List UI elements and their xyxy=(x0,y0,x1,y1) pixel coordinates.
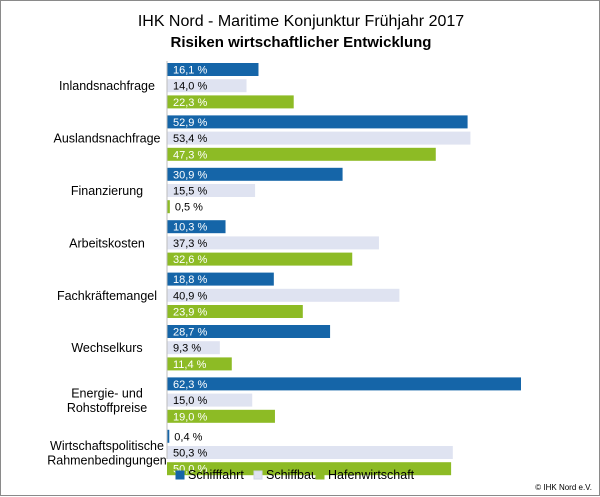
bar-schifffahrt-wechselkurs xyxy=(167,325,331,338)
category-label-inlandsnachfrage: Inlandsnachfrage xyxy=(59,79,155,93)
bar-hafenwirtschaft-energie-und-rohstoffpreise xyxy=(167,409,275,423)
category-label-wirtschaftspolitische-rahmenbedingungen: Wirtschaftspolitische Rahmenbedingungen xyxy=(47,439,167,468)
value-label-hafenwirtschaft-energie-und-rohstoffpreise: 19,0 % xyxy=(173,411,207,423)
bar-schiffbau-auslandsnachfrage xyxy=(167,131,471,145)
category-label-arbeitskosten: Arbeitskosten xyxy=(69,236,145,250)
chart-title: IHK Nord - Maritime Konjunktur Frühjahr … xyxy=(138,13,464,30)
category-label-finanzierung: Finanzierung xyxy=(71,184,143,198)
category-label-fachkr-ftemangel: Fachkräftemangel xyxy=(57,289,157,303)
legend-label-schifffahrt: Schifffahrt xyxy=(188,468,244,482)
bars-group: 16,1 % 14,0 % 22,3 % 52,9 % 53,4 % 47,3 % 30,9… xyxy=(167,63,521,476)
chart-subtitle: Risiken wirtschaftlicher Entwicklung xyxy=(171,34,432,51)
bar-hafenwirtschaft-wirtschaftspolitische-rahmenbedingungen xyxy=(167,462,452,476)
bar-schiffbau-wechselkurs xyxy=(167,341,220,355)
bar-schiffbau-arbeitskosten xyxy=(167,236,379,250)
value-label-schifffahrt-energie-und-rohstoffpreise: 62,3 % xyxy=(173,379,207,391)
bar-schifffahrt-auslandsnachfrage xyxy=(167,115,468,129)
value-label-schifffahrt-inlandsnachfrage: 16,1 % xyxy=(173,65,207,77)
bar-hafenwirtschaft-fachkr-ftemangel xyxy=(167,305,303,318)
legend-label-hafenwirtschaft: Hafenwirtschaft xyxy=(328,468,415,482)
category-label-auslandsnachfrage: Auslandsnachfrage xyxy=(53,132,160,146)
value-label-schiffbau-arbeitskosten: 37,3 % xyxy=(173,238,207,250)
value-label-hafenwirtschaft-wechselkurs: 11,4 % xyxy=(173,359,207,371)
legend-swatch-hafenwirtschaft xyxy=(315,470,325,480)
value-label-schifffahrt-fachkr-ftemangel: 18,8 % xyxy=(173,274,207,286)
value-label-hafenwirtschaft-fachkr-ftemangel: 23,9 % xyxy=(173,307,207,319)
category-label-energie-und-rohstoffpreise: Energie- und Rohstoffpreise xyxy=(67,386,147,415)
value-label-schiffbau-wirtschaftspolitische-rahmenbedingungen: 50,3 % xyxy=(173,448,207,460)
value-label-schifffahrt-auslandsnachfrage: 52,9 % xyxy=(173,117,207,129)
bar-schifffahrt-finanzierung xyxy=(167,167,343,181)
value-label-schiffbau-energie-und-rohstoffpreise: 15,0 % xyxy=(173,395,207,407)
bar-schiffbau-finanzierung xyxy=(167,184,256,197)
value-label-schiffbau-finanzierung: 15,5 % xyxy=(173,186,207,198)
bar-schifffahrt-fachkr-ftemangel xyxy=(167,272,274,286)
bar-hafenwirtschaft-inlandsnachfrage xyxy=(167,95,294,109)
value-label-schiffbau-inlandsnachfrage: 14,0 % xyxy=(173,81,207,93)
bar-schifffahrt-inlandsnachfrage xyxy=(167,63,259,76)
value-label-schiffbau-auslandsnachfrage: 53,4 % xyxy=(173,133,207,145)
bar-schiffbau-inlandsnachfrage xyxy=(167,79,247,93)
bar-hafenwirtschaft-wechselkurs xyxy=(167,357,232,371)
bar-schiffbau-energie-und-rohstoffpreise xyxy=(167,393,253,407)
credit-text: © IHK Nord e.V. xyxy=(535,483,592,492)
category-labels: Inlandsnachfrage Auslandsnachfrage Finanzi… xyxy=(47,79,167,467)
legend-label-schiffbau: Schiffbau xyxy=(266,468,318,482)
value-label-schiffbau-fachkr-ftemangel: 40,9 % xyxy=(173,290,207,302)
legend-swatch-schifffahrt xyxy=(175,470,185,480)
bar-schifffahrt-energie-und-rohstoffpreise xyxy=(167,377,521,391)
value-label-hafenwirtschaft-inlandsnachfrage: 22,3 % xyxy=(173,97,207,109)
value-label-hafenwirtschaft-arbeitskosten: 32,6 % xyxy=(173,254,207,266)
bar-schifffahrt-wirtschaftspolitische-rahmenbedingungen xyxy=(167,429,170,443)
bar-hafenwirtschaft-finanzierung xyxy=(167,200,170,214)
value-label-schifffahrt-arbeitskosten: 10,3 % xyxy=(173,222,207,234)
value-label-hafenwirtschaft-finanzierung: 0,5 % xyxy=(175,202,203,214)
value-label-schifffahrt-wirtschaftspolitische-rahmenbedingungen: 0,4 % xyxy=(174,431,202,443)
bar-hafenwirtschaft-arbeitskosten xyxy=(167,252,353,266)
legend: Schifffahrt Schiffbau Hafenwirtschaft xyxy=(175,468,415,482)
value-label-schifffahrt-wechselkurs: 28,7 % xyxy=(173,327,207,339)
category-label-wechselkurs: Wechselkurs xyxy=(71,341,142,355)
value-label-schifffahrt-finanzierung: 30,9 % xyxy=(173,169,207,181)
bar-schifffahrt-arbeitskosten xyxy=(167,220,226,234)
bar-hafenwirtschaft-auslandsnachfrage xyxy=(167,147,436,161)
value-label-hafenwirtschaft-auslandsnachfrage: 47,3 % xyxy=(173,149,207,161)
bar-schiffbau-wirtschaftspolitische-rahmenbedingungen xyxy=(167,446,453,459)
value-label-schiffbau-wechselkurs: 9,3 % xyxy=(173,343,201,355)
legend-swatch-schiffbau xyxy=(253,470,263,480)
bar-schiffbau-fachkr-ftemangel xyxy=(167,288,400,302)
